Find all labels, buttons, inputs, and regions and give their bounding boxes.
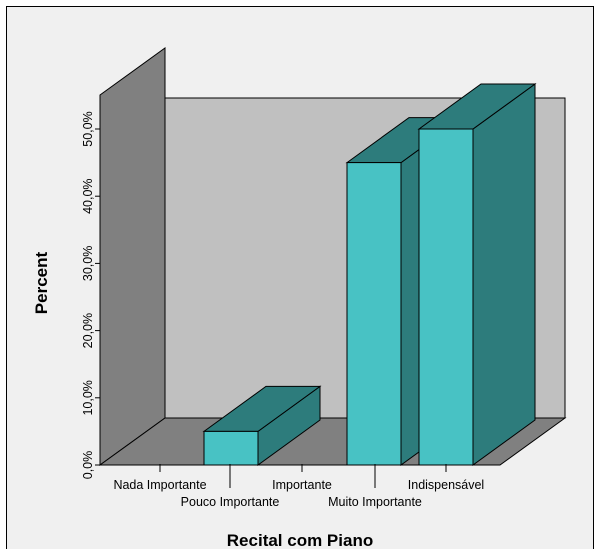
x-axis-categories: Nada Importante Pouco Importante Important…	[113, 464, 484, 509]
y-tick-label: 20,0%	[81, 313, 95, 348]
bar-side	[472, 83, 536, 466]
y-tick-label: 0,0%	[81, 451, 95, 480]
x-category-label: Nada Importante	[113, 478, 206, 492]
x-category-label: Indispensável	[408, 478, 484, 492]
y-axis-ticks: 0,0% 10,0% 20,0% 30,0% 40,0% 50,0%	[81, 111, 100, 479]
bar-indispens-vel	[417, 83, 537, 466]
y-tick-label: 40,0%	[81, 178, 95, 213]
x-category-label: Pouco Importante	[181, 495, 280, 509]
y-tick-label: 50,0%	[81, 111, 95, 146]
x-axis-label: Recital com Piano	[227, 531, 373, 549]
y-tick-label: 10,0%	[81, 380, 95, 415]
bar-front	[346, 162, 402, 466]
y-axis-label: Percent	[32, 251, 51, 314]
side-wall	[99, 47, 166, 466]
y-tick-label: 30,0%	[81, 246, 95, 281]
bar-series	[202, 83, 537, 466]
bar-front	[203, 430, 259, 466]
x-category-label: Muito Importante	[328, 495, 422, 509]
x-category-label: Importante	[272, 478, 332, 492]
bar-pouco-importante	[202, 385, 322, 466]
bar-front	[418, 128, 474, 466]
